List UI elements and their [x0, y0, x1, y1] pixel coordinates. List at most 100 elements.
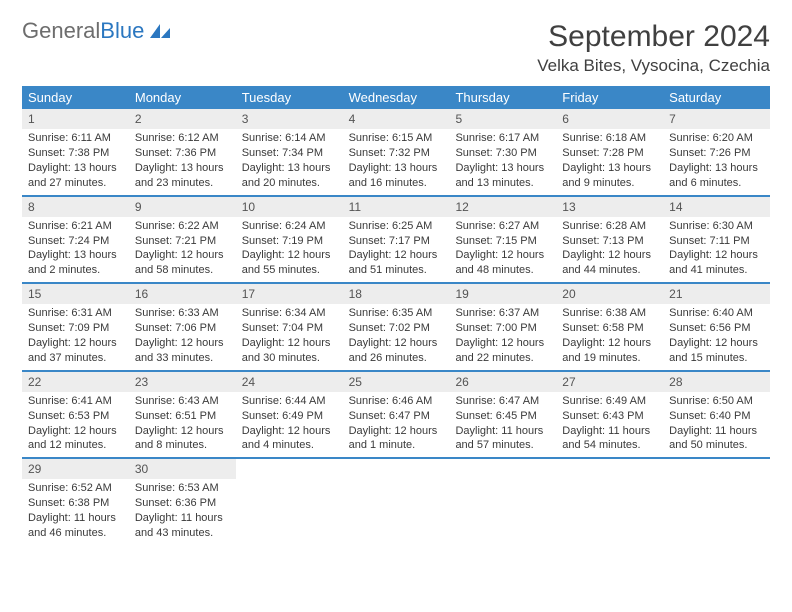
calendar-cell: [556, 459, 663, 545]
day-number: 6: [556, 109, 663, 129]
day-header: Friday: [556, 86, 663, 109]
sunrise: Sunrise: 6:44 AM: [242, 394, 337, 409]
sunrise: Sunrise: 6:47 AM: [455, 394, 550, 409]
calendar-cell: 9Sunrise: 6:22 AMSunset: 7:21 PMDaylight…: [129, 197, 236, 283]
daylight: Daylight: 12 hours and 58 minutes.: [135, 248, 230, 278]
day-number: 21: [663, 284, 770, 304]
sunset: Sunset: 7:02 PM: [349, 321, 444, 336]
sunrise: Sunrise: 6:28 AM: [562, 219, 657, 234]
sunset: Sunset: 6:47 PM: [349, 409, 444, 424]
sunset: Sunset: 7:38 PM: [28, 146, 123, 161]
day-number: 16: [129, 284, 236, 304]
sunrise: Sunrise: 6:41 AM: [28, 394, 123, 409]
calendar-cell: 6Sunrise: 6:18 AMSunset: 7:28 PMDaylight…: [556, 109, 663, 195]
day-number: 28: [663, 372, 770, 392]
month-title: September 2024: [537, 20, 770, 54]
calendar-cell: 18Sunrise: 6:35 AMSunset: 7:02 PMDayligh…: [343, 284, 450, 370]
sunset: Sunset: 7:19 PM: [242, 234, 337, 249]
daylight: Daylight: 12 hours and 19 minutes.: [562, 336, 657, 366]
day-number: 19: [449, 284, 556, 304]
sunrise: Sunrise: 6:11 AM: [28, 131, 123, 146]
calendar-cell: 1Sunrise: 6:11 AMSunset: 7:38 PMDaylight…: [22, 109, 129, 195]
sunrise: Sunrise: 6:27 AM: [455, 219, 550, 234]
sunrise: Sunrise: 6:17 AM: [455, 131, 550, 146]
calendar-cell: 25Sunrise: 6:46 AMSunset: 6:47 PMDayligh…: [343, 372, 450, 458]
calendar-cell: 27Sunrise: 6:49 AMSunset: 6:43 PMDayligh…: [556, 372, 663, 458]
sunset: Sunset: 6:51 PM: [135, 409, 230, 424]
calendar-cell: 16Sunrise: 6:33 AMSunset: 7:06 PMDayligh…: [129, 284, 236, 370]
calendar-cell: [343, 459, 450, 545]
calendar-cell: 26Sunrise: 6:47 AMSunset: 6:45 PMDayligh…: [449, 372, 556, 458]
sunrise: Sunrise: 6:14 AM: [242, 131, 337, 146]
sunrise: Sunrise: 6:22 AM: [135, 219, 230, 234]
day-header-row: Sunday Monday Tuesday Wednesday Thursday…: [22, 86, 770, 109]
sunset: Sunset: 7:21 PM: [135, 234, 230, 249]
sunrise: Sunrise: 6:34 AM: [242, 306, 337, 321]
sunset: Sunset: 7:06 PM: [135, 321, 230, 336]
sunset: Sunset: 7:09 PM: [28, 321, 123, 336]
sunrise: Sunrise: 6:12 AM: [135, 131, 230, 146]
sunrise: Sunrise: 6:53 AM: [135, 481, 230, 496]
day-details: Sunrise: 6:46 AMSunset: 6:47 PMDaylight:…: [343, 392, 450, 457]
sunset: Sunset: 6:49 PM: [242, 409, 337, 424]
day-details: Sunrise: 6:33 AMSunset: 7:06 PMDaylight:…: [129, 304, 236, 369]
sunset: Sunset: 7:00 PM: [455, 321, 550, 336]
calendar-cell: 23Sunrise: 6:43 AMSunset: 6:51 PMDayligh…: [129, 372, 236, 458]
day-details: Sunrise: 6:22 AMSunset: 7:21 PMDaylight:…: [129, 217, 236, 282]
day-number: 9: [129, 197, 236, 217]
calendar-cell: 4Sunrise: 6:15 AMSunset: 7:32 PMDaylight…: [343, 109, 450, 195]
sunset: Sunset: 7:11 PM: [669, 234, 764, 249]
day-header: Saturday: [663, 86, 770, 109]
day-number: 4: [343, 109, 450, 129]
day-details: Sunrise: 6:30 AMSunset: 7:11 PMDaylight:…: [663, 217, 770, 282]
day-number: 10: [236, 197, 343, 217]
day-number: 7: [663, 109, 770, 129]
calendar-cell: 20Sunrise: 6:38 AMSunset: 6:58 PMDayligh…: [556, 284, 663, 370]
sunrise: Sunrise: 6:31 AM: [28, 306, 123, 321]
day-details: Sunrise: 6:17 AMSunset: 7:30 PMDaylight:…: [449, 129, 556, 194]
calendar-cell: 12 Sunrise: 6:27 AMSunset: 7:15 PMDayligh…: [449, 197, 556, 283]
daylight: Daylight: 13 hours and 20 minutes.: [242, 161, 337, 191]
sunset: Sunset: 7:15 PM: [455, 234, 550, 249]
sunrise: Sunrise: 6:33 AM: [135, 306, 230, 321]
calendar-cell: 7Sunrise: 6:20 AMSunset: 7:26 PMDaylight…: [663, 109, 770, 195]
calendar-cell: 3Sunrise: 6:14 AMSunset: 7:34 PMDaylight…: [236, 109, 343, 195]
daylight: Daylight: 12 hours and 15 minutes.: [669, 336, 764, 366]
day-number: 2: [129, 109, 236, 129]
day-number: 15: [22, 284, 129, 304]
sunset: Sunset: 7:36 PM: [135, 146, 230, 161]
calendar-cell: 5Sunrise: 6:17 AMSunset: 7:30 PMDaylight…: [449, 109, 556, 195]
day-details: Sunrise: 6:52 AMSunset: 6:38 PMDaylight:…: [22, 479, 129, 544]
sunrise: Sunrise: 6:46 AM: [349, 394, 444, 409]
calendar-cell: 15Sunrise: 6:31 AMSunset: 7:09 PMDayligh…: [22, 284, 129, 370]
logo-text-general: General: [22, 20, 100, 42]
day-number: 12: [449, 197, 556, 217]
daylight: Daylight: 12 hours and 48 minutes.: [455, 248, 550, 278]
header: GeneralBlue September 2024 Velka Bites, …: [22, 20, 770, 76]
day-number: 29: [22, 459, 129, 479]
day-number: 1: [22, 109, 129, 129]
sunrise: Sunrise: 6:38 AM: [562, 306, 657, 321]
calendar-cell: 19Sunrise: 6:37 AMSunset: 7:00 PMDayligh…: [449, 284, 556, 370]
daylight: Daylight: 13 hours and 6 minutes.: [669, 161, 764, 191]
day-number: 24: [236, 372, 343, 392]
logo-text-blue: Blue: [100, 20, 144, 42]
calendar-cell: 29Sunrise: 6:52 AMSunset: 6:38 PMDayligh…: [22, 459, 129, 545]
day-number: 8: [22, 197, 129, 217]
calendar: Sunday Monday Tuesday Wednesday Thursday…: [22, 86, 770, 545]
sunrise: Sunrise: 6:37 AM: [455, 306, 550, 321]
calendar-cell: 13Sunrise: 6:28 AMSunset: 7:13 PMDayligh…: [556, 197, 663, 283]
day-details: Sunrise: 6:31 AMSunset: 7:09 PMDaylight:…: [22, 304, 129, 369]
week-row: 8Sunrise: 6:21 AMSunset: 7:24 PMDaylight…: [22, 197, 770, 285]
day-number: 27: [556, 372, 663, 392]
calendar-cell: 11Sunrise: 6:25 AMSunset: 7:17 PMDayligh…: [343, 197, 450, 283]
day-details: Sunrise: 6:53 AMSunset: 6:36 PMDaylight:…: [129, 479, 236, 544]
sunset: Sunset: 6:58 PM: [562, 321, 657, 336]
calendar-cell: 2Sunrise: 6:12 AMSunset: 7:36 PMDaylight…: [129, 109, 236, 195]
sunrise: Sunrise: 6:35 AM: [349, 306, 444, 321]
daylight: Daylight: 12 hours and 55 minutes.: [242, 248, 337, 278]
day-header: Monday: [129, 86, 236, 109]
daylight: Daylight: 12 hours and 30 minutes.: [242, 336, 337, 366]
title-block: September 2024 Velka Bites, Vysocina, Cz…: [537, 20, 770, 76]
day-number: 13: [556, 197, 663, 217]
